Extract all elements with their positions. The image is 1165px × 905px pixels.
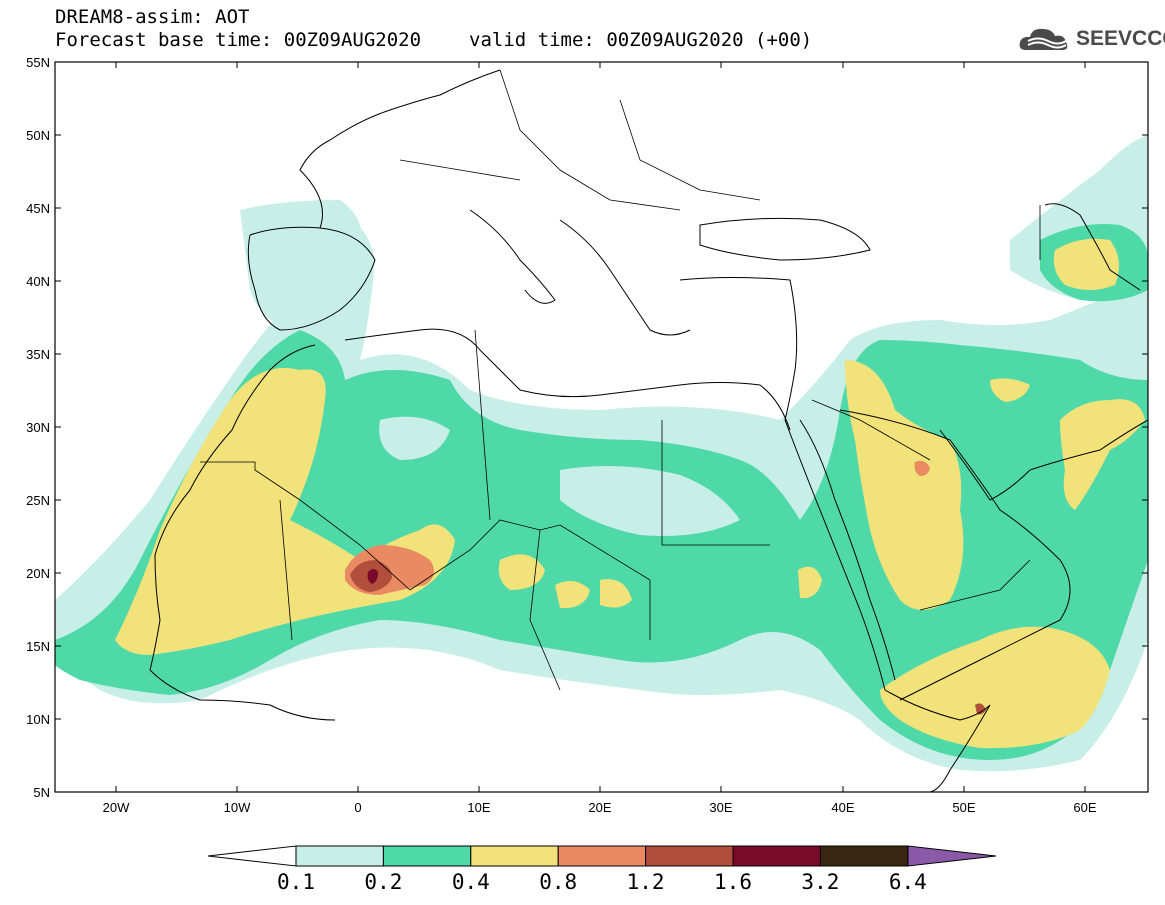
- lat-label: 5N: [33, 785, 50, 800]
- lon-label: 30E: [709, 800, 732, 815]
- colorbar-box: [382, 845, 472, 867]
- colorbar-box: [645, 845, 734, 867]
- lon-label: 10W: [224, 800, 251, 815]
- aot-shading: [55, 135, 1148, 772]
- colorbar-level-label: 0.1: [277, 870, 315, 894]
- lat-label: 10N: [26, 712, 50, 727]
- colorbar-level-label: 3.2: [801, 870, 840, 894]
- seevccc-logo: SEEVCCC: [1018, 24, 1165, 54]
- colorbar-box: [470, 845, 559, 867]
- aot-band-1.6: [367, 569, 378, 584]
- lat-label: 55N: [26, 55, 50, 70]
- lon-label: 0: [354, 800, 361, 815]
- colorbar-box: [557, 845, 647, 867]
- colorbar-level-label: 0.8: [539, 870, 578, 894]
- lon-label: 20W: [103, 800, 130, 815]
- valid-time: valid time: 00Z09AUG2020 (+00): [469, 29, 813, 51]
- lat-label: 50N: [26, 128, 50, 143]
- colorbar-level-label: 0.4: [451, 870, 490, 894]
- lon-label: 60E: [1073, 800, 1096, 815]
- lon-label: 20E: [588, 800, 611, 815]
- longitude-axis: 20W 10W 0 10E 20E 30E 40E 50E 60E: [103, 62, 1097, 815]
- product-title: DREAM8-assim: AOT: [55, 6, 250, 28]
- colorbar-level-label: 6.4: [888, 870, 927, 894]
- lat-label: 15N: [26, 639, 50, 654]
- colorbar-over-triangle: [907, 845, 997, 867]
- latitude-axis: 55N 50N 45N 40N 35N 30N 25N 20N 15N 10N …: [26, 55, 1148, 800]
- lat-label: 25N: [26, 493, 50, 508]
- lon-label: 50E: [952, 800, 975, 815]
- colorbar-level-label: 0.2: [364, 870, 403, 894]
- lat-label: 20N: [26, 566, 50, 581]
- cloud-icon: [1019, 28, 1068, 50]
- lat-label: 30N: [26, 420, 50, 435]
- colorbar-level-label: 1.6: [714, 870, 752, 894]
- colorbar-under-triangle: [207, 845, 297, 867]
- forecast-base-time: Forecast base time: 00Z09AUG2020: [55, 29, 422, 51]
- lat-label: 45N: [26, 201, 50, 216]
- lon-label: 40E: [831, 800, 854, 815]
- lon-label: 10E: [467, 800, 490, 815]
- lat-label: 40N: [26, 274, 50, 289]
- colorbar: [207, 845, 997, 867]
- coastlines: [149, 69, 1148, 792]
- colorbar-box: [295, 845, 384, 867]
- time-line: Forecast base time: 00Z09AUG2020 valid ti…: [55, 29, 812, 51]
- colorbar-box: [819, 845, 909, 867]
- logo-text: SEEVCCC: [1076, 27, 1165, 50]
- lat-label: 35N: [26, 347, 50, 362]
- colorbar-level-label: 1.2: [626, 870, 665, 894]
- colorbar-box: [732, 845, 821, 867]
- borders: [200, 69, 1041, 691]
